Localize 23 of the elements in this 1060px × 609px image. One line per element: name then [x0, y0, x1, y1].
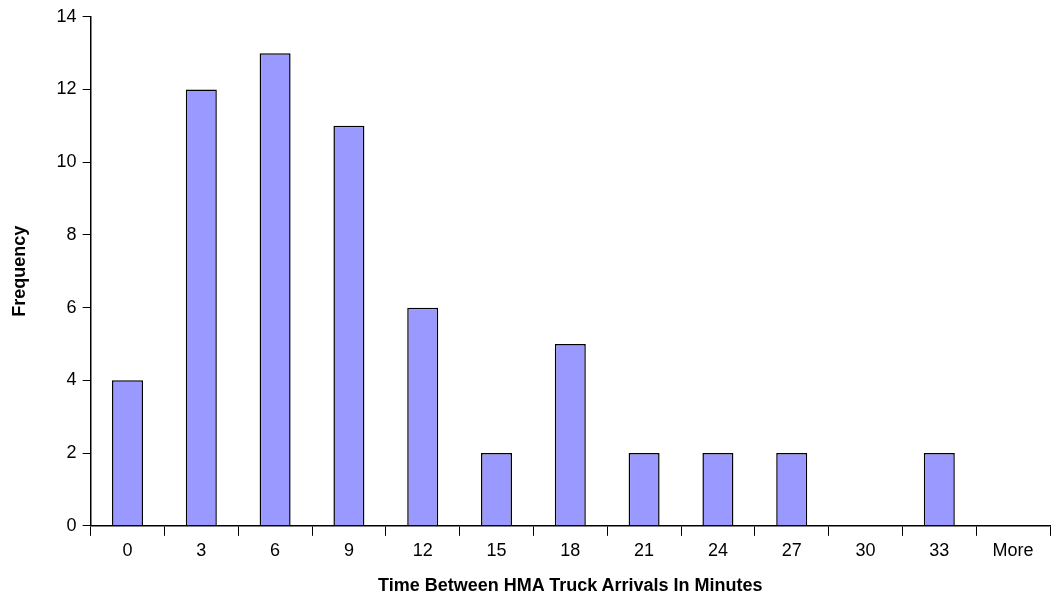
x-tick-label: 24 [707, 539, 728, 560]
x-tick-label: 30 [855, 539, 876, 560]
x-tick-label: 15 [486, 539, 507, 560]
x-tick-label: 33 [929, 539, 950, 560]
y-tick-label: 2 [66, 442, 77, 463]
y-axis-title: Frequency [8, 225, 29, 317]
x-tick-label: More [992, 539, 1034, 560]
y-tick-label: 10 [56, 151, 77, 172]
x-tick-label: 0 [122, 539, 133, 560]
y-tick-label: 12 [56, 78, 77, 99]
y-tick-label: 8 [66, 223, 77, 244]
x-tick-label: 12 [412, 539, 433, 560]
y-tick-label: 14 [56, 5, 77, 26]
y-tick-label: 4 [66, 369, 77, 390]
y-tick-label: 6 [66, 296, 77, 317]
x-tick-label: 27 [781, 539, 802, 560]
x-tick-label: 3 [196, 539, 207, 560]
x-tick-label: 21 [634, 539, 655, 560]
x-tick-label: 18 [560, 539, 581, 560]
x-axis-title: Time Between HMA Truck Arrivals In Minutes [378, 575, 763, 596]
x-tick-label: 9 [343, 539, 354, 560]
y-tick-label: 0 [66, 514, 77, 535]
x-tick-label: 6 [270, 539, 281, 560]
